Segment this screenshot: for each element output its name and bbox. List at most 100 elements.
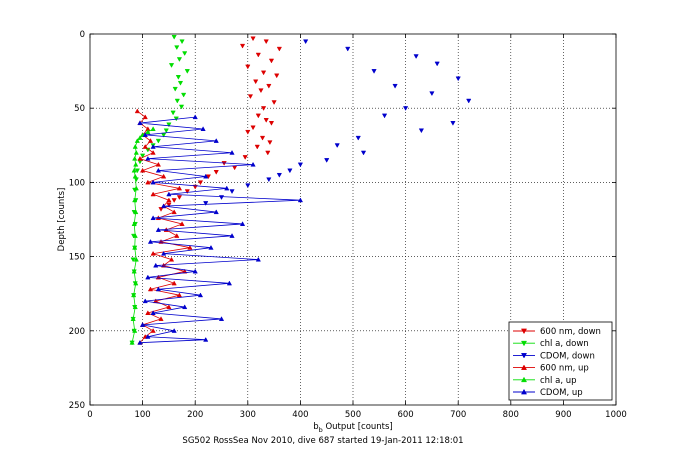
data-point <box>166 191 172 197</box>
data-point <box>402 106 409 111</box>
x-axis-label-rest: Output [counts] <box>323 422 393 432</box>
data-point <box>155 286 162 292</box>
data-point <box>145 274 151 280</box>
data-point <box>158 316 164 321</box>
data-point <box>170 110 176 116</box>
data-point <box>168 63 175 68</box>
data-point <box>129 339 135 345</box>
data-point <box>132 173 138 179</box>
data-point <box>345 46 351 52</box>
data-point <box>176 292 183 298</box>
data-point <box>176 57 183 62</box>
data-point <box>137 135 143 140</box>
x-tick-label: 500 <box>345 410 361 420</box>
data-point <box>171 280 177 286</box>
legend-marker <box>520 340 528 347</box>
data-point <box>132 304 138 310</box>
data-point <box>137 120 143 126</box>
legend-marker <box>520 364 528 370</box>
data-point <box>274 73 280 79</box>
data-point <box>250 125 256 131</box>
data-point <box>245 129 251 135</box>
series-cdom-up <box>137 114 304 345</box>
data-point <box>161 173 167 179</box>
data-point <box>175 75 181 80</box>
data-point <box>355 135 361 141</box>
data-point <box>134 108 140 114</box>
legend-marker <box>520 376 528 383</box>
data-point <box>271 100 277 105</box>
data-point <box>161 250 167 256</box>
data-point <box>150 179 156 185</box>
data-point <box>381 113 388 119</box>
data-point <box>263 118 269 123</box>
data-point <box>224 185 230 191</box>
x-tick-label: 700 <box>450 410 466 420</box>
data-point <box>218 316 225 321</box>
data-point <box>192 114 198 120</box>
data-point <box>130 316 136 321</box>
data-point <box>166 122 172 128</box>
data-point <box>392 83 398 89</box>
data-point <box>260 106 267 111</box>
data-point <box>150 215 156 221</box>
legend-label: chl a, down <box>540 339 589 349</box>
series-line <box>139 116 301 344</box>
series-cdom-down <box>203 39 472 206</box>
data-point <box>133 209 139 215</box>
x-tick-label: 900 <box>555 410 571 420</box>
data-point <box>166 304 172 310</box>
data-point <box>182 268 188 274</box>
data-point <box>142 298 148 304</box>
data-point <box>434 61 440 67</box>
data-point <box>239 43 246 49</box>
data-point <box>137 339 143 345</box>
data-point <box>132 328 138 333</box>
data-point <box>276 46 282 52</box>
data-point <box>137 155 143 161</box>
data-point <box>174 98 180 104</box>
data-point <box>142 114 148 120</box>
data-point <box>171 198 177 203</box>
data-point <box>145 310 151 316</box>
data-point <box>179 39 185 45</box>
data-point <box>276 172 282 178</box>
y-tick-label: 100 <box>69 178 85 188</box>
data-point <box>131 268 137 274</box>
data-point <box>150 191 156 197</box>
data-point <box>360 150 367 156</box>
x-axis-label: bb Output [counts] <box>313 422 393 434</box>
data-point <box>182 304 188 310</box>
x-axis-label-main: b <box>313 422 318 432</box>
x-tick-label: 800 <box>503 410 519 420</box>
data-point <box>155 227 162 232</box>
data-point <box>184 69 190 74</box>
data-point <box>145 334 151 339</box>
data-point <box>132 197 138 203</box>
data-point <box>171 209 177 215</box>
data-point <box>145 155 151 161</box>
data-point <box>150 310 156 316</box>
y-tick-label: 250 <box>69 401 85 411</box>
data-point <box>229 233 235 238</box>
data-point <box>134 168 140 174</box>
data-point <box>297 162 304 168</box>
legend-marker <box>520 328 528 335</box>
data-point <box>132 244 138 250</box>
data-point <box>174 233 180 238</box>
data-point <box>133 256 139 262</box>
data-point <box>429 91 435 97</box>
data-point <box>268 121 275 126</box>
data-point <box>163 128 169 134</box>
y-axis-label: Depth [counts] <box>57 188 67 252</box>
data-point <box>245 64 251 70</box>
data-point <box>176 185 183 191</box>
data-point <box>172 86 178 92</box>
data-point <box>133 161 139 167</box>
data-point <box>203 173 209 179</box>
legend-label: chl a, up <box>540 376 577 386</box>
x-tick-label: 0 <box>87 410 92 420</box>
data-point <box>150 126 156 131</box>
data-point <box>466 98 472 104</box>
